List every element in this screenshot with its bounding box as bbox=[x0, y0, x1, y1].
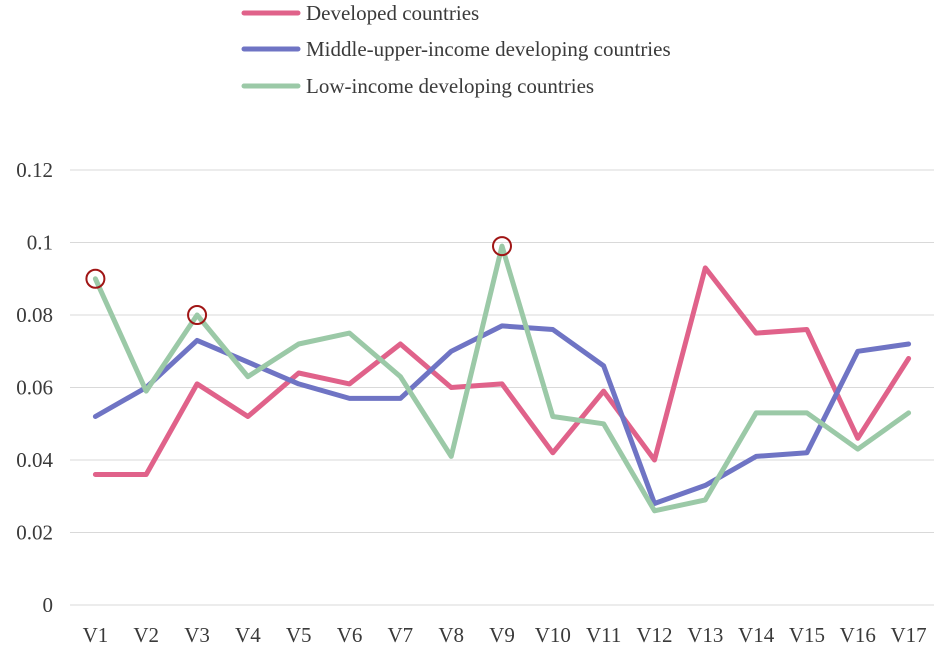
highlight-marker bbox=[85, 268, 106, 289]
x-tick-label: V14 bbox=[738, 623, 775, 647]
y-axis-ticks: 0 0.02 0.04 0.06 0.08 0.1 0.12 bbox=[16, 158, 53, 617]
legend-label: Low-income developing countries bbox=[306, 74, 594, 98]
x-tick-label: V1 bbox=[83, 623, 109, 647]
x-tick-label: V12 bbox=[636, 623, 672, 647]
x-tick-label: V9 bbox=[489, 623, 515, 647]
x-tick-label: V6 bbox=[337, 623, 363, 647]
x-tick-label: V11 bbox=[586, 623, 621, 647]
highlight-markers bbox=[85, 236, 512, 325]
legend-label: Developed countries bbox=[306, 1, 479, 25]
y-tick-label: 0.06 bbox=[16, 376, 53, 400]
y-tick-label: 0.08 bbox=[16, 303, 53, 327]
y-tick-label: 0.04 bbox=[16, 448, 53, 472]
y-tick-label: 0.1 bbox=[27, 231, 53, 255]
y-tick-label: 0 bbox=[43, 593, 54, 617]
x-axis-ticks: V1 V2 V3 V4 V5 V6 V7 V8 V9 V10 V11 V12 V13 V14 V15 V16 V… bbox=[83, 623, 927, 647]
x-tick-label: V16 bbox=[840, 623, 876, 647]
x-tick-label: V15 bbox=[789, 623, 825, 647]
x-tick-label: V17 bbox=[891, 623, 927, 647]
y-tick-label: 0.02 bbox=[16, 521, 53, 545]
highlight-marker bbox=[492, 236, 512, 257]
x-tick-label: V4 bbox=[235, 623, 261, 647]
x-tick-label: V13 bbox=[687, 623, 723, 647]
legend: Developed countries Middle-upper-income d… bbox=[241, 1, 671, 98]
y-tick-label: 0.12 bbox=[16, 158, 53, 182]
x-tick-label: V7 bbox=[388, 623, 414, 647]
x-tick-label: V10 bbox=[535, 623, 571, 647]
x-tick-label: V8 bbox=[438, 623, 464, 647]
highlight-marker bbox=[187, 305, 208, 325]
series-line-2 bbox=[92, 243, 912, 514]
x-tick-label: V2 bbox=[133, 623, 159, 647]
x-tick-label: V3 bbox=[184, 623, 210, 647]
x-tick-label: V5 bbox=[286, 623, 312, 647]
series-line-0 bbox=[92, 265, 912, 477]
grid bbox=[70, 169, 934, 606]
legend-label: Middle-upper-income developing countries bbox=[306, 37, 671, 61]
series-lines bbox=[92, 243, 912, 514]
